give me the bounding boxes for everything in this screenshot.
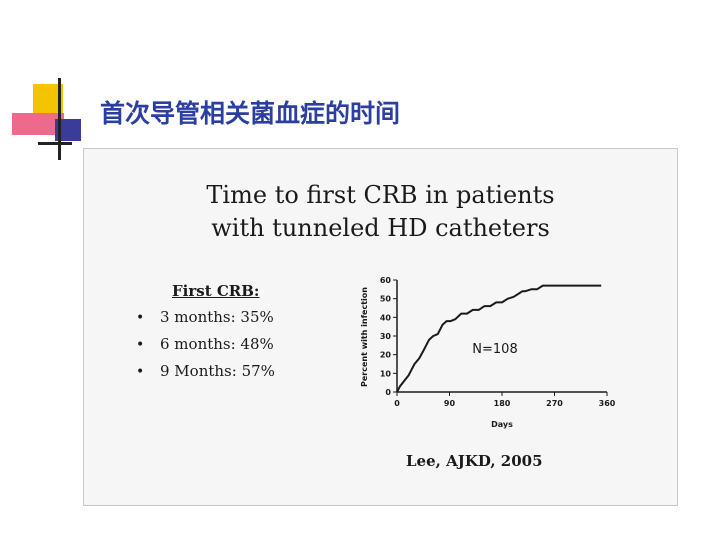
stats-heading: First CRB: bbox=[172, 282, 260, 300]
x-tick-label: 180 bbox=[494, 399, 511, 408]
stats-list-item: • 9 Months: 57% bbox=[136, 358, 275, 385]
figure-title-line-1: Time to first CRB in patients bbox=[206, 181, 555, 209]
stats-list-item: • 3 months: 35% bbox=[136, 304, 275, 331]
bullet-dot: • bbox=[136, 337, 145, 353]
stat-6-months: 6 months: 48% bbox=[160, 335, 274, 353]
y-axis-label: Percent with infection bbox=[360, 287, 369, 387]
figure-title-line-2: with tunneled HD catheters bbox=[211, 214, 550, 242]
x-axis-label: Days bbox=[491, 420, 513, 429]
scanned-figure: Time to first CRB in patients with tunne… bbox=[83, 148, 678, 506]
bullet-dot: • bbox=[136, 364, 145, 380]
y-tick-label: 20 bbox=[380, 351, 392, 360]
stats-list: • 3 months: 35% • 6 months: 48% • 9 Months:… bbox=[136, 304, 275, 385]
infection-curve bbox=[396, 284, 602, 393]
x-tick-label: 90 bbox=[444, 399, 456, 408]
y-tick-label: 0 bbox=[385, 388, 391, 397]
title-bullet-vertical-line bbox=[58, 78, 61, 160]
first-crb-stats: First CRB: • 3 months: 35% • 6 months: 48%… bbox=[136, 282, 275, 385]
n-annotation: N=108 bbox=[472, 342, 517, 357]
y-tick-label: 30 bbox=[380, 332, 392, 341]
title-bullet-blue-block bbox=[55, 119, 81, 141]
x-tick-label: 270 bbox=[546, 399, 563, 408]
y-tick-label: 60 bbox=[380, 276, 392, 285]
x-tick-label: 360 bbox=[599, 399, 616, 408]
figure-title: Time to first CRB in patients with tunne… bbox=[84, 179, 677, 245]
citation: Lee, AJKD, 2005 bbox=[406, 452, 543, 470]
slide-title: 首次导管相关菌血症的时间 bbox=[100, 99, 401, 128]
x-tick-label: 0 bbox=[394, 399, 400, 408]
stats-list-item: • 6 months: 48% bbox=[136, 331, 275, 358]
title-bullet-horizontal-line bbox=[38, 142, 72, 145]
y-tick-label: 40 bbox=[380, 313, 392, 322]
stat-3-months: 3 months: 35% bbox=[160, 308, 274, 326]
bullet-dot: • bbox=[136, 310, 145, 326]
y-tick-label: 50 bbox=[380, 295, 392, 304]
stat-9-months: 9 Months: 57% bbox=[160, 362, 275, 380]
title-bullet-pink-block bbox=[12, 113, 64, 135]
y-tick-label: 10 bbox=[380, 369, 392, 378]
kaplan-meier-chart: 0 10 20 30 40 50 60 0 90 180 270 360 Days Percent wit… bbox=[360, 276, 616, 429]
